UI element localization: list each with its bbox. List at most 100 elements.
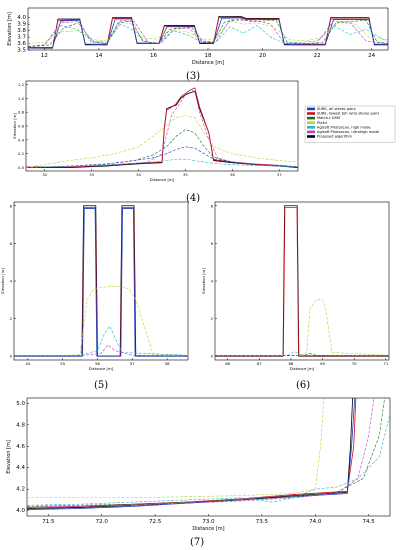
plot-frame	[25, 80, 299, 172]
y-tick-label: 1.0	[18, 96, 25, 101]
x-tick-label: 14	[95, 53, 102, 59]
caption-5: (5)	[94, 380, 109, 391]
y-tick-label: 0.6	[18, 124, 25, 129]
y-axis-label: Elevation [m]	[0, 268, 5, 294]
y-tick-label: 0	[211, 354, 214, 359]
y-tick-label: 0.4	[18, 137, 25, 142]
y-tick-label: 6	[211, 241, 214, 246]
x-axis-label: Distance [m]	[290, 366, 315, 371]
x-tick-label: 35	[183, 172, 188, 177]
x-tick-label: 72.0	[96, 519, 109, 525]
chart-p7: 71.5 72.0 72.5 73.0 73.5 74.0 74.5 4.0 4.2 4.4 4.6…	[6, 397, 391, 532]
legend-swatch	[307, 126, 315, 129]
series-line	[27, 398, 375, 508]
x-tick-label: 69	[320, 361, 325, 366]
x-tick-label: 37	[277, 172, 282, 177]
x-tick-label: 16	[150, 53, 157, 59]
y-tick-label: 3.8	[17, 28, 26, 34]
x-axis-label: Distance [m]	[192, 60, 224, 66]
legend-swatch	[307, 107, 315, 111]
x-tick-label: 32	[42, 172, 47, 177]
y-tick-label: 3.9	[17, 22, 26, 28]
legend-label: Agisoft Photoscan, high mode	[317, 125, 371, 129]
x-tick-label: 58	[165, 361, 170, 366]
x-tick-label: 73.0	[202, 519, 215, 525]
series-line	[28, 18, 388, 48]
x-tick-label: 74.5	[363, 519, 376, 525]
series-line	[26, 146, 298, 168]
series-line	[215, 299, 389, 356]
legend-label: Agisoft Photoscan, ultrahigh mode	[317, 130, 380, 134]
x-tick-label: 73.5	[256, 519, 269, 525]
y-axis-label: Elevation [m]	[12, 113, 17, 139]
y-tick-label: 4	[10, 279, 13, 284]
x-tick-label: 20	[259, 53, 266, 59]
x-tick-label: 72.5	[149, 519, 162, 525]
x-axis-label: Distance [m]	[150, 177, 175, 182]
series-line	[26, 90, 298, 168]
legend-swatch	[307, 112, 315, 115]
chart-p3: 12 14 16 18 20 22 24 3.53.63.73.83.94.0 Distance…	[7, 7, 389, 66]
y-tick-label: 3.7	[17, 35, 26, 41]
caption-6: (6)	[296, 380, 311, 391]
x-tick-label: 18	[205, 53, 212, 59]
y-tick-label: 4.4	[16, 465, 25, 471]
chart-p4: 32 33 34 35 36 37 0.0 0.2 0.4 0.6 0.8 1.0 1.2 Distanc…	[12, 80, 299, 182]
x-tick-label: 71	[383, 361, 388, 366]
series-line	[14, 208, 188, 357]
y-tick-label: 4.6	[16, 444, 25, 450]
y-tick-label: 6	[10, 241, 13, 246]
x-tick-label: 55	[60, 361, 65, 366]
series-line	[27, 414, 390, 506]
y-tick-label: 5.0	[16, 401, 25, 407]
series-line	[215, 351, 389, 356]
y-tick-label: 2	[10, 316, 13, 321]
series-line	[215, 353, 389, 356]
x-tick-label: 22	[314, 53, 321, 59]
series-line	[26, 115, 298, 168]
x-tick-label: 36	[230, 172, 235, 177]
legend-swatch	[307, 121, 315, 124]
series-line	[27, 398, 357, 508]
series-line	[28, 17, 388, 49]
caption-3: (3)	[186, 71, 201, 82]
y-tick-label: 4.0	[16, 508, 25, 514]
x-tick-label: 54	[25, 361, 30, 366]
series-line	[27, 398, 325, 499]
x-tick-label: 12	[41, 53, 48, 59]
y-tick-label: 4.2	[16, 487, 25, 493]
y-axis-label: Elevation [m]	[201, 268, 206, 294]
x-tick-label: 71.5	[42, 519, 55, 525]
y-tick-label: 2	[211, 316, 214, 321]
plot-frame	[26, 397, 391, 517]
y-axis-label: Elevation [m]	[6, 440, 12, 474]
plot-frame	[214, 201, 390, 361]
y-tick-label: 3.5	[17, 48, 26, 54]
legend-swatch	[307, 116, 315, 120]
legend-swatch	[307, 135, 315, 138]
legend-box	[304, 105, 396, 143]
caption-7: (7)	[190, 537, 205, 548]
legend-label: SURE, lowest b/h ratio stereo pairs	[317, 112, 379, 116]
x-tick-label: 67	[257, 361, 262, 366]
x-tick-label: 68	[289, 361, 294, 366]
y-tick-label: 8	[10, 203, 13, 208]
y-axis-label: Elevation [m]	[7, 12, 13, 46]
series-line	[28, 23, 388, 47]
y-tick-label: 0.8	[18, 110, 25, 115]
chart-p5: 54 55 56 57 58 0 2 4 6 8 Distance [m] Elevation [m]	[0, 201, 189, 371]
x-tick-label: 34	[136, 172, 141, 177]
series-line	[14, 286, 188, 356]
plot-frame	[13, 201, 189, 361]
x-tick-label: 70	[352, 361, 357, 366]
x-axis-label: Distance [m]	[192, 526, 224, 532]
y-tick-label: 4.8	[16, 422, 25, 428]
legend-label: Match-t DSM	[317, 116, 340, 120]
legend-swatch	[307, 130, 315, 134]
y-tick-label: 3.6	[17, 41, 26, 47]
series-line	[14, 325, 188, 356]
y-tick-label: 0	[10, 354, 13, 359]
caption-4: (4)	[186, 193, 201, 204]
